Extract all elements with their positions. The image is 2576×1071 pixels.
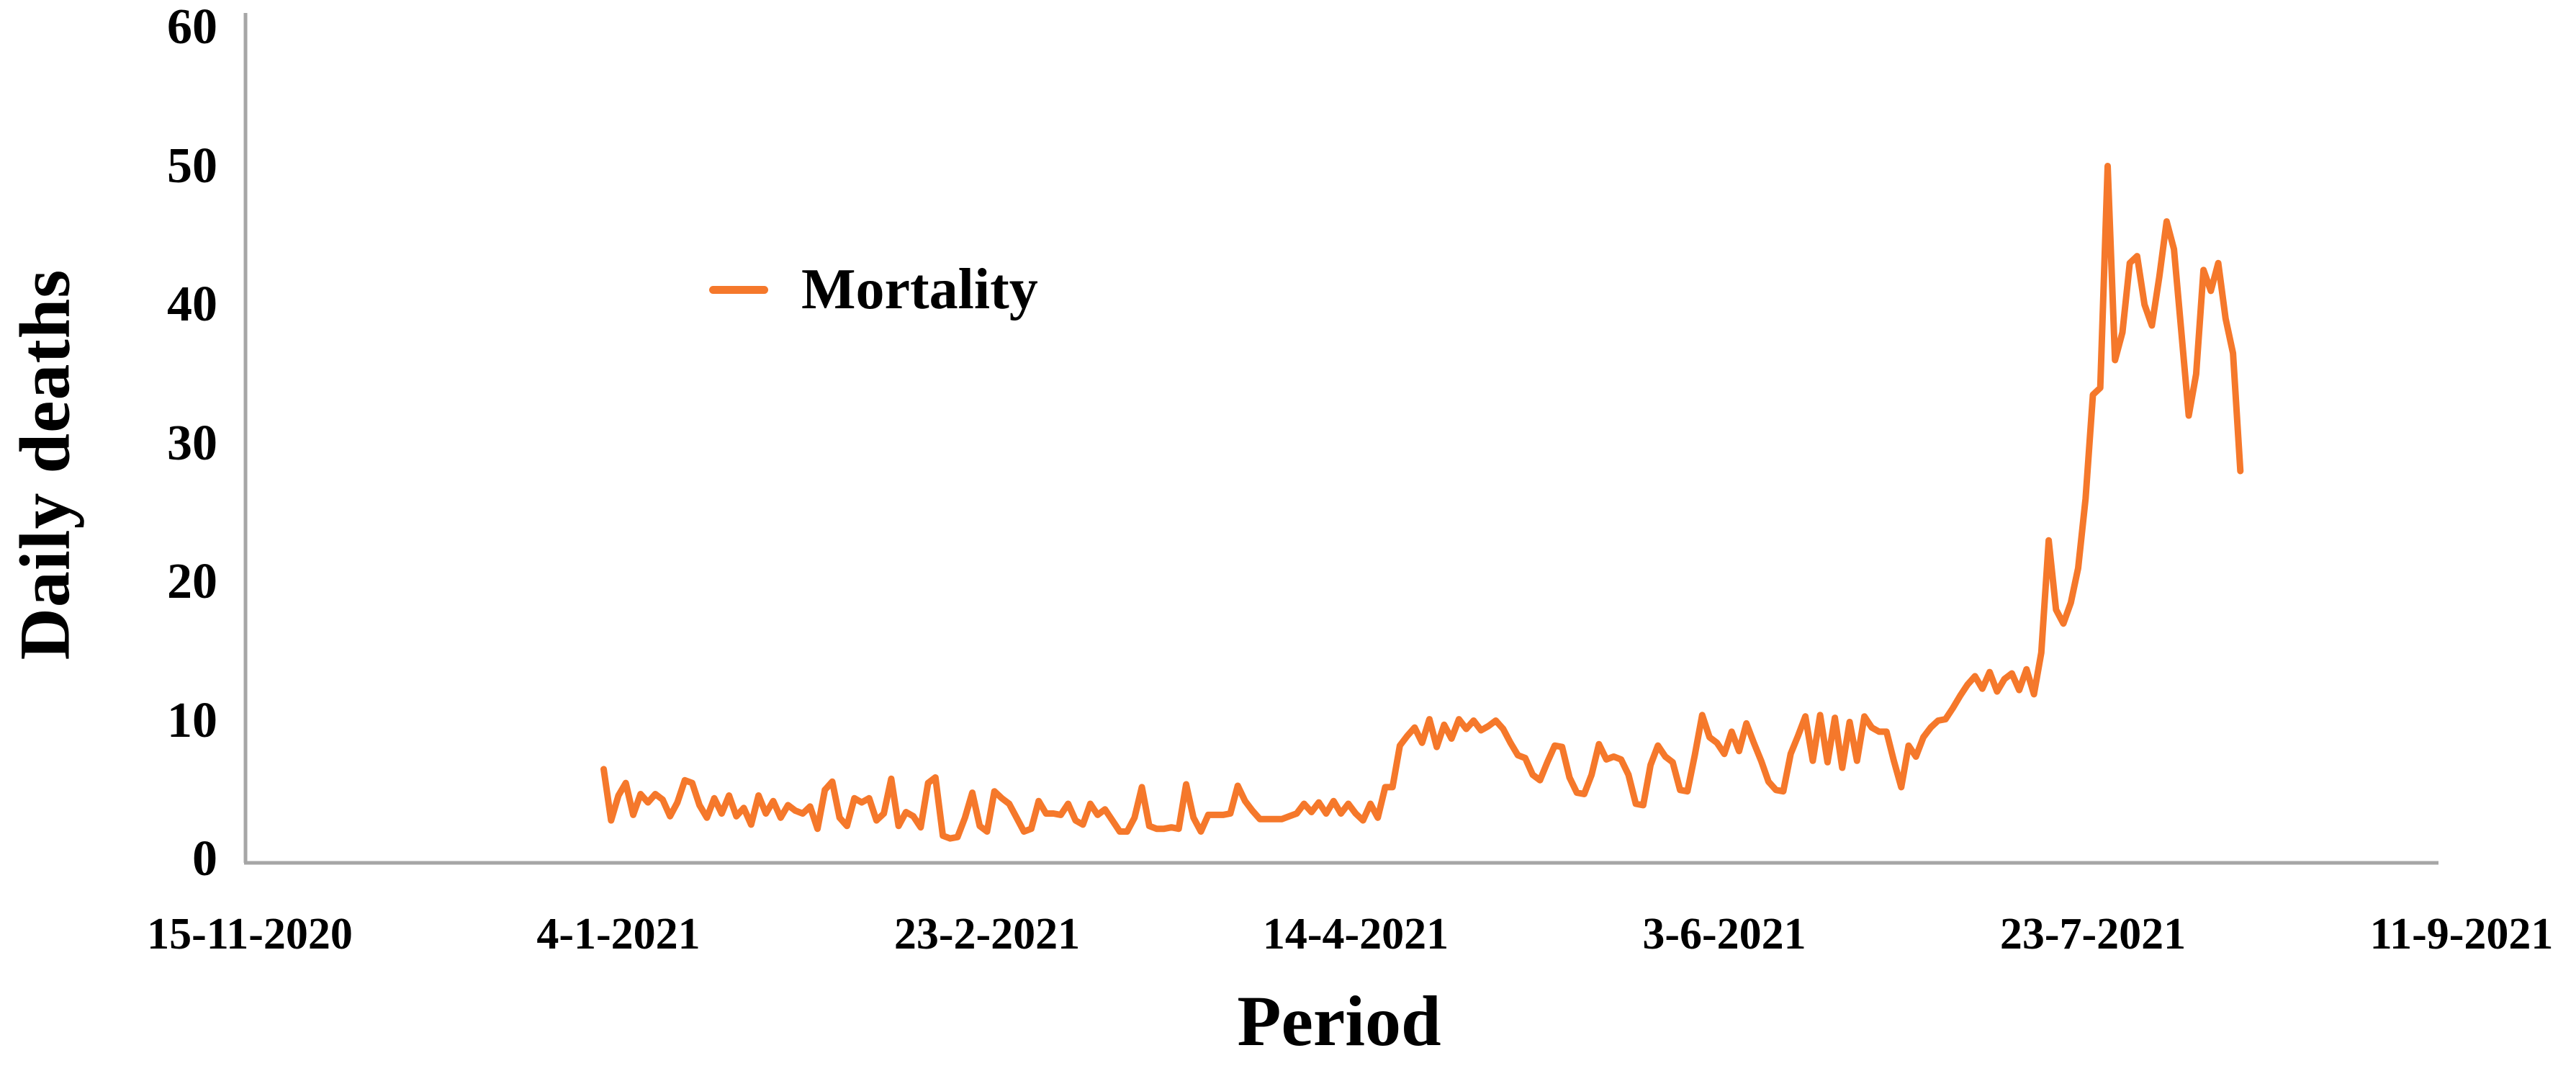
legend-label: Mortality <box>801 258 1038 321</box>
x-axis-title: Period <box>1237 981 1441 1061</box>
x-axis-tick-label: 15-11-2020 <box>147 910 353 959</box>
y-axis-tick-label: 60 <box>167 0 217 55</box>
x-axis-tick-label: 11-9-2021 <box>2369 910 2554 959</box>
mortality-legend-line-icon <box>709 285 768 294</box>
y-axis-tick-label: 30 <box>167 415 217 471</box>
y-axis-tick-label: 20 <box>167 554 217 609</box>
x-axis-tick-label: 4-1-2021 <box>536 910 701 959</box>
x-axis-tick-label: 3-6-2021 <box>1642 910 1806 959</box>
y-axis-tick-label: 50 <box>167 138 217 194</box>
y-axis-tick-label: 40 <box>167 277 217 332</box>
x-axis-tick-label: 23-2-2021 <box>893 910 1081 959</box>
mortality-line-series <box>600 163 2244 842</box>
x-axis-tick-label: 14-4-2021 <box>1262 910 1449 959</box>
y-axis-tick-label: 10 <box>167 692 217 748</box>
legend: Mortality <box>709 254 1038 326</box>
y-axis-tick-label: 0 <box>192 831 217 887</box>
x-axis-tick-label: 23-7-2021 <box>1999 910 2187 959</box>
